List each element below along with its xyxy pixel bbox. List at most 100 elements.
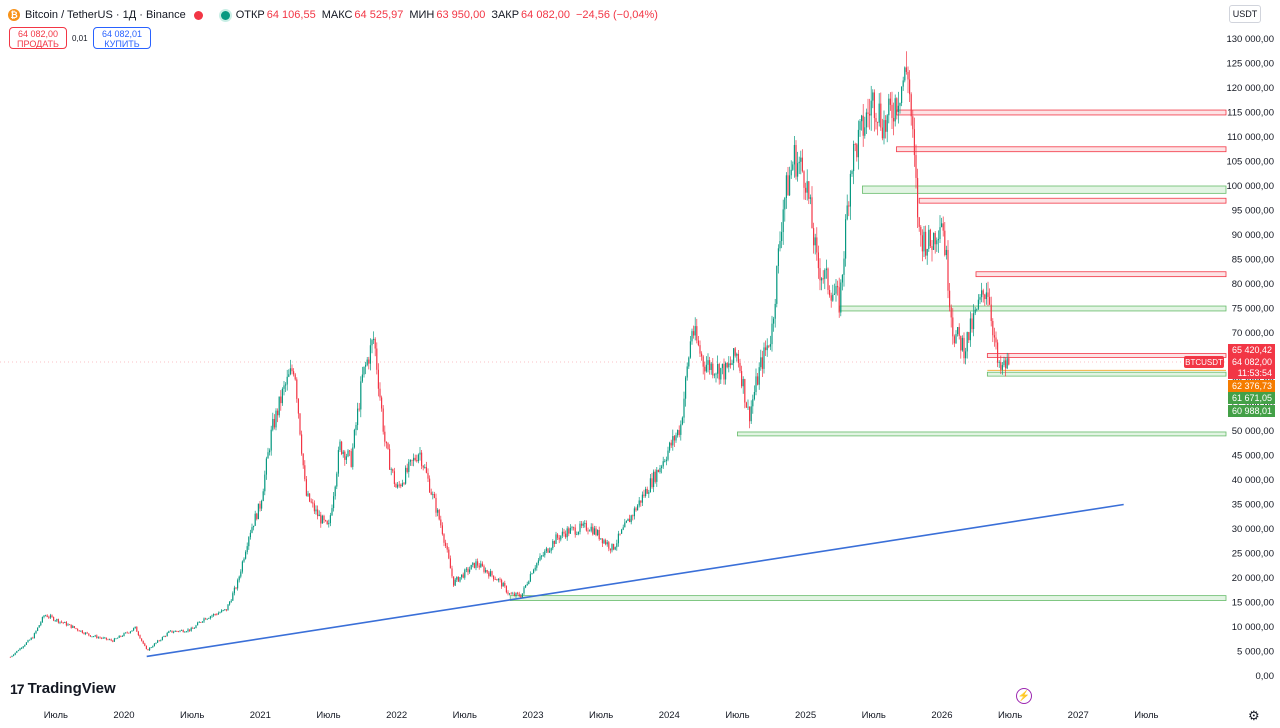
candle [352,447,354,467]
candle [617,533,619,544]
candle [806,181,808,193]
candle [413,457,415,461]
candle [480,563,482,568]
candle [485,570,487,572]
candle [323,515,325,521]
candle [104,637,106,639]
lightning-icon[interactable]: ⚡ [1016,688,1032,704]
candle [936,240,938,245]
candle [168,631,170,633]
candle [93,636,95,638]
candle [341,441,343,454]
candle [593,528,595,535]
candle [48,617,50,618]
support-zone[interactable] [986,371,1227,377]
candle [859,121,861,130]
support-zone[interactable] [509,595,1227,601]
buy-button[interactable]: 64 082,01 КУПИТЬ [93,27,151,49]
resistance-zone[interactable] [975,271,1227,278]
candle [325,520,327,521]
candle [465,568,467,570]
candle [85,632,87,635]
candle [227,604,229,611]
candle [25,642,27,645]
candle [995,337,997,343]
candle [961,337,963,351]
candle [528,581,530,584]
candle [421,452,423,466]
support-zone[interactable] [862,185,1227,194]
candle [739,362,741,372]
candle [846,205,848,220]
sell-label: ПРОДАТЬ [17,39,59,49]
candle [813,228,815,246]
candle [808,181,810,199]
candle [174,630,176,632]
candle [416,460,418,462]
candle [718,364,720,380]
candle [886,115,888,132]
candle [669,442,671,451]
candle [547,548,549,553]
candle [245,552,247,559]
candle [430,492,432,495]
candle [267,452,269,459]
candle [752,399,754,407]
candle [625,521,627,523]
y-tick-label: 35 000,00 [1232,500,1274,511]
y-tick-label: 20 000,00 [1232,573,1274,584]
candle [904,67,906,81]
candle [557,534,559,538]
price-label: 65 420,42 [1232,345,1272,355]
trendline[interactable] [146,503,1124,658]
y-tick-label: 75 000,00 [1232,304,1274,315]
y-tick-label: 95 000,00 [1232,206,1274,217]
y-tick-label: 15 000,00 [1232,598,1274,609]
support-zone[interactable] [839,305,1227,312]
candle [401,483,403,487]
candle [221,610,223,613]
candle [555,534,557,544]
candle [757,376,759,385]
candle [597,530,599,536]
support-zone[interactable] [737,431,1227,437]
resistance-zone[interactable] [896,146,1227,153]
candle [656,469,658,482]
candle [857,129,859,158]
candle [253,525,255,528]
candle [262,491,264,502]
candle [693,331,695,336]
candle [734,348,736,356]
sell-button[interactable]: 64 082,00 ПРОДАТЬ [9,27,67,49]
candle [376,348,378,370]
tradingview-logo[interactable]: 17 TradingView [10,680,116,697]
candle [400,484,402,487]
candle [142,640,144,644]
candle [438,509,440,520]
currency-selector[interactable]: USDT [1229,5,1261,23]
candle [987,292,989,297]
candle [176,630,178,632]
candle [69,624,71,626]
candle [133,628,135,631]
candle [990,304,992,322]
candle [789,175,791,196]
candle [952,317,954,337]
candle [65,622,67,626]
candle [117,637,119,639]
candle [350,451,352,467]
candle [425,467,427,473]
resistance-zone[interactable] [918,197,1227,204]
candle [470,564,472,570]
resistance-zone[interactable] [986,353,1227,358]
gear-icon[interactable]: ⚙ [1248,708,1260,723]
candle [339,441,341,451]
candle [545,548,547,552]
candle [32,637,34,639]
symbol-title[interactable]: Bitcoin / TetherUS · 1Д · Binance [25,9,186,21]
y-tick-label: 100 000,00 [1226,181,1274,192]
y-tick-label: 105 000,00 [1226,157,1274,168]
resistance-zone[interactable] [896,109,1227,116]
symbol-tag[interactable]: BTCUSDT [1185,358,1223,367]
